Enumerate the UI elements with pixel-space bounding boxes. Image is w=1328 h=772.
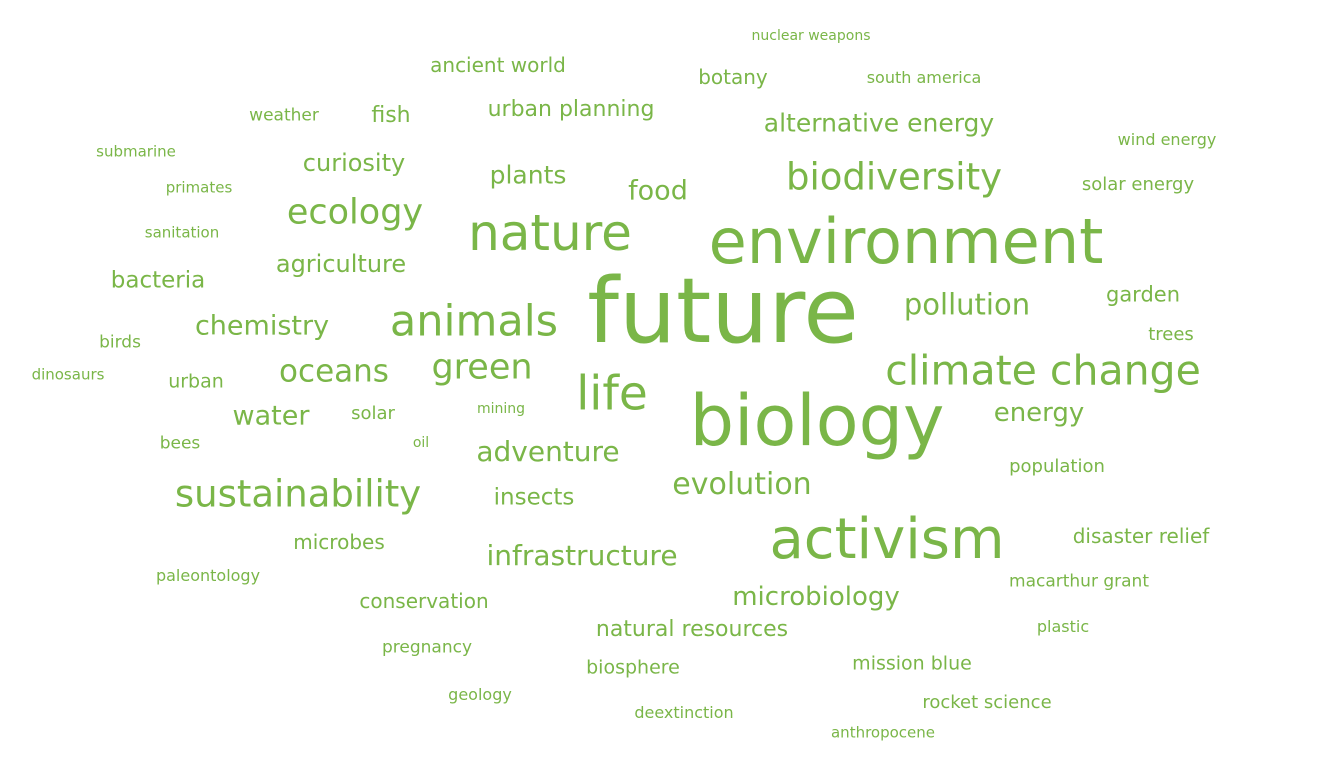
word: biodiversity — [785, 155, 1003, 199]
word: rocket science — [922, 692, 1052, 713]
word: sustainability — [174, 472, 422, 516]
word: adventure — [476, 435, 620, 468]
word: solar — [351, 403, 395, 424]
word: plants — [489, 160, 567, 190]
word: energy — [993, 398, 1085, 428]
word: pollution — [903, 287, 1031, 322]
word: weather — [249, 105, 319, 126]
word: natural resources — [595, 617, 789, 642]
word: food — [628, 175, 688, 207]
word: sanitation — [144, 223, 220, 242]
word: climate change — [885, 346, 1201, 395]
word: mining — [476, 401, 526, 417]
word: green — [431, 347, 533, 388]
word: population — [1009, 456, 1105, 477]
word: animals — [389, 296, 559, 347]
word: biology — [689, 380, 945, 462]
word: infrastructure — [486, 539, 678, 572]
word: macarthur grant — [1009, 571, 1149, 592]
word: south america — [866, 68, 982, 87]
word: urban planning — [487, 97, 655, 122]
word: oceans — [279, 353, 389, 390]
word: mission blue — [852, 652, 972, 675]
word: wind energy — [1117, 130, 1217, 149]
word: agriculture — [275, 250, 407, 278]
word: pregnancy — [381, 637, 473, 658]
word: alternative energy — [763, 108, 995, 138]
word: disaster relief — [1072, 524, 1210, 548]
word: bacteria — [110, 267, 206, 294]
word: oil — [412, 435, 430, 451]
word: evolution — [672, 467, 812, 502]
word: garden — [1105, 282, 1181, 307]
word: activism — [769, 507, 1005, 572]
word: curiosity — [302, 149, 406, 177]
word: future — [587, 259, 859, 364]
word: plastic — [1036, 617, 1090, 636]
word: primates — [165, 178, 233, 197]
word: birds — [99, 332, 141, 353]
word: deextinction — [634, 703, 734, 722]
word: nuclear weapons — [751, 28, 871, 44]
word: insects — [493, 484, 575, 511]
word: conservation — [359, 589, 489, 613]
word: biosphere — [586, 656, 680, 679]
word: nature — [468, 204, 632, 262]
word: botany — [698, 65, 768, 89]
word: ancient world — [430, 53, 566, 77]
word: microbiology — [732, 582, 900, 612]
word: bees — [159, 433, 201, 454]
word: microbes — [293, 530, 385, 554]
word: anthropocene — [830, 723, 936, 742]
word: ecology — [286, 192, 424, 233]
word: fish — [371, 103, 411, 128]
word: trees — [1148, 324, 1194, 345]
word: life — [576, 366, 648, 422]
word: environment — [708, 205, 1104, 278]
word: paleontology — [155, 566, 261, 585]
word: chemistry — [194, 310, 330, 342]
word: urban — [168, 370, 224, 393]
word: geology — [448, 685, 512, 704]
word: water — [232, 400, 310, 432]
word: solar energy — [1081, 174, 1195, 195]
word: dinosaurs — [31, 365, 105, 384]
word: submarine — [96, 142, 176, 161]
